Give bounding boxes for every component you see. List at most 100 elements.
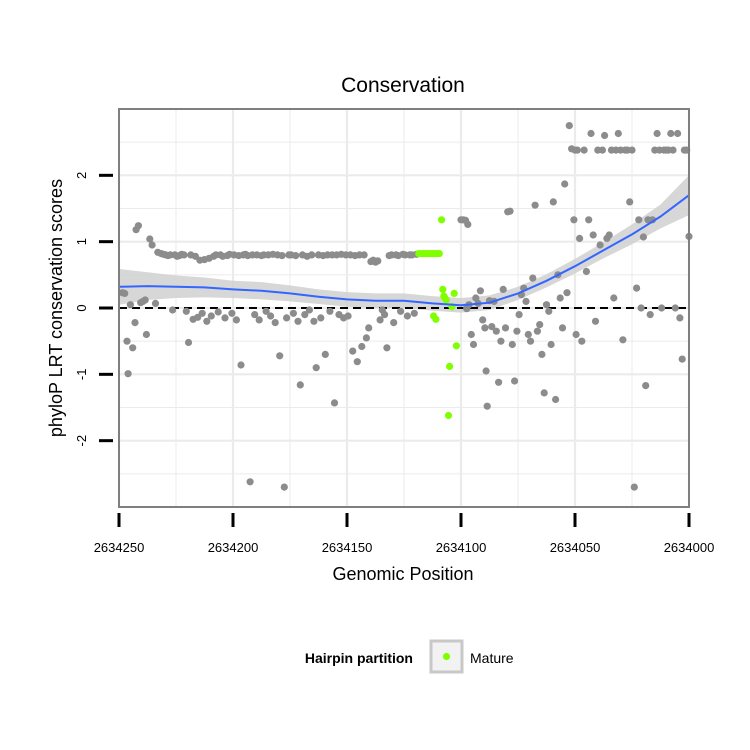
data-point	[365, 324, 373, 332]
data-point	[508, 340, 516, 349]
data-point	[360, 251, 368, 259]
legend: Hairpin partition Mature	[305, 639, 514, 674]
data-point	[506, 207, 514, 215]
data-point	[501, 324, 510, 332]
smooth-fit-line	[118, 194, 690, 307]
data-point	[267, 312, 275, 320]
data-point	[124, 370, 132, 378]
data-point	[549, 198, 557, 206]
data-point	[312, 364, 320, 372]
data-point	[146, 235, 154, 243]
data-point	[483, 402, 491, 410]
data-point	[228, 309, 236, 317]
data-point	[526, 337, 535, 345]
data-point	[570, 216, 578, 224]
mature-point	[442, 296, 450, 304]
y-axis: -2 -1 0 1 2	[74, 172, 113, 447]
data-point	[642, 382, 650, 390]
data-point	[390, 319, 398, 327]
data-point	[591, 317, 600, 325]
data-point	[326, 307, 334, 315]
data-point	[540, 389, 548, 397]
y-tick-label: 0	[74, 304, 89, 311]
mature-point	[450, 289, 458, 297]
data-point	[255, 316, 263, 324]
data-point	[151, 299, 160, 307]
data-point	[646, 311, 654, 319]
data-point	[349, 347, 357, 355]
data-point	[184, 338, 193, 347]
y-tick-label: 1	[74, 238, 89, 245]
data-point	[308, 251, 316, 259]
data-point	[464, 220, 472, 228]
data-point	[589, 231, 597, 239]
y-tick-label: -1	[74, 369, 89, 381]
panel-border	[118, 108, 690, 508]
data-point	[565, 122, 573, 130]
legend-entry-mature: Mature	[470, 650, 514, 666]
data-point	[214, 308, 222, 316]
data-point	[126, 301, 134, 309]
data-point	[582, 267, 591, 276]
data-point	[481, 324, 489, 332]
x-tick-label: 2634050	[550, 540, 601, 555]
x-axis-label: Genomic Position	[332, 564, 473, 584]
x-tick-label: 2634250	[94, 540, 145, 555]
data-point	[330, 399, 339, 407]
data-point	[558, 324, 567, 332]
data-point	[374, 257, 382, 265]
data-point	[542, 301, 551, 309]
data-point	[358, 342, 366, 351]
x-tick-label: 2634150	[322, 540, 373, 555]
data-point	[353, 358, 361, 366]
data-point	[538, 350, 546, 358]
data-point	[134, 222, 142, 230]
data-point	[305, 306, 313, 314]
data-point	[301, 311, 309, 319]
data-point	[531, 201, 539, 209]
data-point	[482, 367, 490, 375]
data-point	[510, 377, 519, 385]
data-point	[479, 316, 487, 324]
data-point	[529, 274, 537, 282]
x-tick-label: 2634200	[208, 540, 259, 555]
data-point	[232, 316, 240, 324]
data-point	[545, 307, 553, 315]
data-point	[296, 381, 304, 389]
data-point	[169, 306, 177, 314]
data-point	[131, 319, 139, 327]
data-point	[563, 289, 571, 297]
data-point	[123, 337, 131, 345]
data-point	[667, 129, 675, 138]
data-point	[585, 216, 593, 224]
data-point	[142, 330, 150, 339]
y-tick-label: -2	[74, 435, 89, 447]
data-point	[601, 131, 609, 140]
data-point	[321, 350, 329, 358]
mature-point	[444, 411, 453, 420]
data-point	[499, 285, 507, 293]
data-point	[674, 129, 682, 138]
data-point	[658, 304, 666, 312]
data-point	[271, 319, 279, 327]
data-point	[203, 317, 211, 325]
data-point	[381, 311, 389, 319]
data-point	[198, 309, 206, 317]
data-point	[410, 309, 418, 317]
data-point	[587, 129, 595, 138]
data-point	[605, 231, 613, 239]
data-point	[552, 395, 560, 404]
data-point	[467, 330, 475, 339]
plot-panel	[117, 108, 693, 508]
x-tick-label: 2634000	[664, 540, 715, 555]
data-point	[573, 146, 581, 154]
legend-title: Hairpin partition	[305, 650, 413, 666]
data-point	[278, 252, 286, 260]
data-point	[246, 478, 254, 486]
data-point	[121, 289, 129, 297]
data-point	[310, 317, 318, 325]
data-point	[533, 327, 542, 335]
data-point	[141, 296, 149, 304]
data-point	[207, 312, 215, 320]
data-point	[403, 312, 411, 320]
